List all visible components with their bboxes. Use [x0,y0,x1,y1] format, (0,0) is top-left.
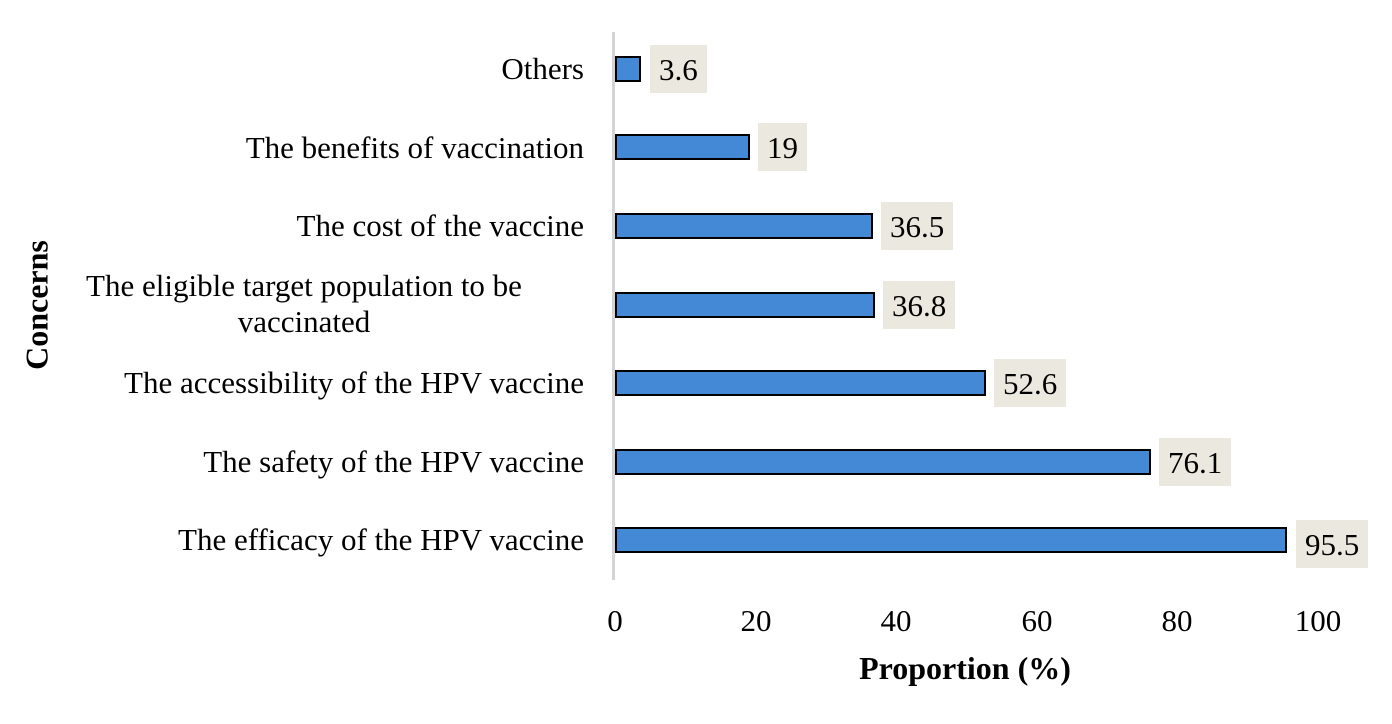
value-label: 3.6 [650,45,707,93]
bar-eligible-population [615,292,875,318]
category-label: The eligible target population to be vac… [86,268,522,339]
category-label: The safety of the HPV vaccine [203,444,584,479]
bar-benefits [615,134,750,160]
category-label: Others [501,51,584,86]
value-label: 19 [758,123,807,171]
x-tick: 80 [1161,603,1193,638]
bar-cost [615,213,873,239]
bar-others [615,56,641,82]
x-tick: 60 [1021,603,1053,638]
x-tick: 100 [1294,603,1342,638]
category-label: The benefits of vaccination [245,130,584,165]
value-label: 95.5 [1296,520,1369,568]
x-tick: 0 [607,603,623,638]
value-label: 76.1 [1159,438,1232,486]
value-label: 36.8 [883,281,956,329]
value-label: 52.6 [994,359,1067,407]
value-label: 36.5 [881,202,954,250]
x-axis-title: Proportion (%) [859,650,1071,686]
category-label: The accessibility of the HPV vaccine [124,365,584,400]
y-axis-line [612,32,615,580]
category-label: The cost of the vaccine [296,208,584,243]
x-tick: 40 [880,603,912,638]
bar-accessibility [615,370,986,396]
x-tick: 20 [740,603,772,638]
category-label: The efficacy of the HPV vaccine [178,522,584,557]
bar-safety [615,449,1151,475]
bar-efficacy [615,527,1287,553]
